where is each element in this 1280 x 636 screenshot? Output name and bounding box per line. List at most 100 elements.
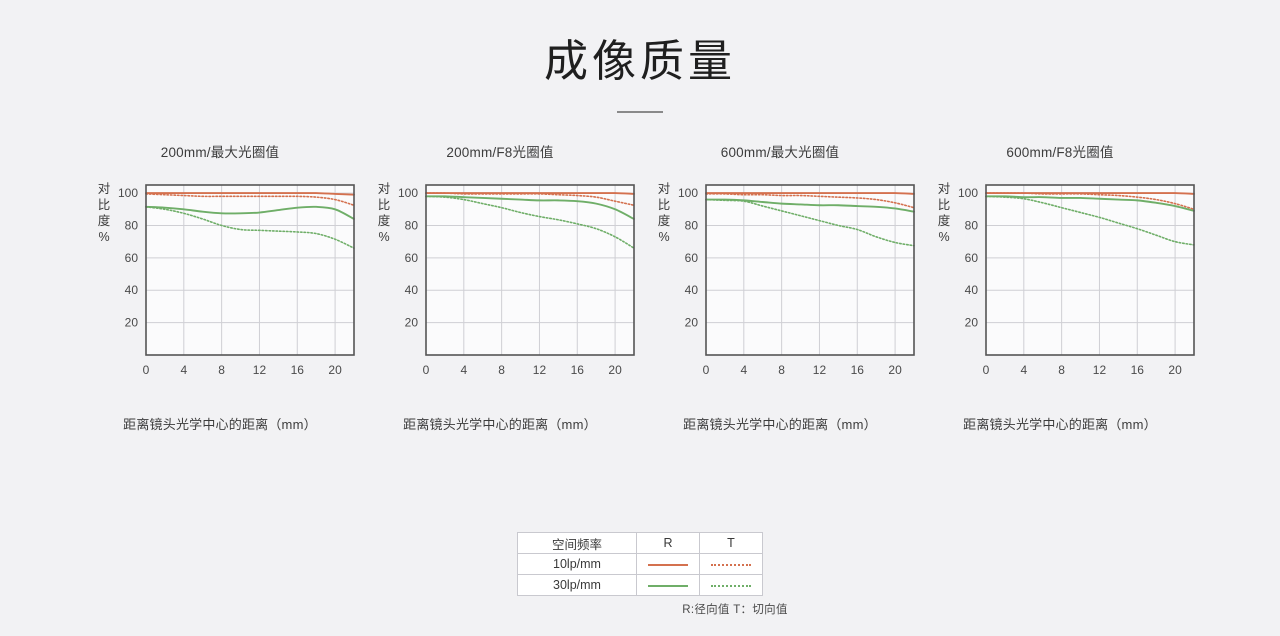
legend-swatch-10lpmm-r	[636, 553, 700, 575]
y-tick-label: 60	[125, 251, 139, 265]
x-axis-label: 距离镜头光学中心的距离（mm）	[683, 416, 877, 432]
x-tick-label: 4	[460, 363, 467, 377]
legend-header-t: T	[699, 532, 763, 554]
legend-row-30lpmm: 30lp/mm	[517, 574, 763, 596]
y-axis-label-char: 比	[938, 198, 951, 212]
solid-line-icon	[648, 563, 688, 566]
mtf-chart-svg: 20 40 60 80 100 0 4 8 12 16 20 对比度%	[378, 182, 635, 377]
solid-line-icon	[648, 584, 688, 587]
y-axis-label-char: 比	[658, 198, 671, 212]
chart-title: 600mm/最大光圈值	[720, 144, 840, 160]
y-tick-label: 40	[125, 283, 139, 297]
x-tick-label: 0	[143, 363, 150, 377]
y-axis-label-char: 度	[658, 213, 671, 228]
series-line	[145, 205, 355, 249]
mtf-chart-block-2: 200mm/F8光圈值 20 40 60 80 100 0 4 8 12 16 20 对比度% 距离镜头光…	[360, 141, 640, 433]
y-tick-label: 100	[958, 186, 978, 200]
x-tick-label: 8	[218, 363, 225, 377]
chart-plot-area: 20 40 60 80 100 0 4 8 12 16 20 对比度%	[360, 177, 640, 392]
y-tick-label: 100	[398, 186, 418, 200]
legend-swatch-30lpmm-r	[636, 574, 700, 596]
series-line	[145, 192, 355, 206]
x-tick-label: 16	[571, 363, 585, 377]
series-line	[705, 192, 915, 209]
series-line	[985, 195, 1195, 212]
x-tick-label: 8	[1058, 363, 1065, 377]
series-line	[425, 195, 635, 220]
mtf-chart-block-3: 600mm/最大光圈值 20 40 60 80 100 0 4 8 12 16 20 对比度% 距离镜头光…	[640, 141, 920, 433]
y-tick-label: 40	[685, 283, 699, 297]
x-tick-label: 0	[423, 363, 430, 377]
series-line	[145, 191, 355, 196]
x-axis-label: 距离镜头光学中心的距离（mm）	[123, 416, 317, 432]
x-tick-label: 8	[778, 363, 785, 377]
mtf-chart-block-1: 200mm/最大光圈值 20 40 60 80 100 0 4 8 12 16 20 对比度% 距离镜头光…	[80, 141, 360, 433]
chart-plot-area: 20 40 60 80 100 0 4 8 12 16 20 对比度%	[920, 177, 1200, 392]
mtf-charts-row: 200mm/最大光圈值 20 40 60 80 100 0 4 8 12 16 20 对比度% 距离镜头光…	[0, 141, 1280, 433]
x-tick-label: 12	[253, 363, 267, 377]
x-tick-label: 0	[703, 363, 710, 377]
y-axis-label-char: %	[98, 230, 109, 244]
series-line	[985, 195, 1195, 246]
legend-header-row: 空间频率 R T	[517, 532, 763, 554]
series-line	[425, 192, 635, 206]
y-tick-label: 80	[965, 218, 979, 232]
chart-title: 200mm/F8光圈值	[446, 144, 554, 160]
x-tick-label: 16	[1131, 363, 1145, 377]
series-line	[425, 195, 635, 249]
y-tick-label: 20	[405, 315, 419, 329]
y-tick-label: 60	[685, 251, 699, 265]
chart-title: 200mm/最大光圈值	[160, 144, 280, 160]
mtf-chart-svg: 20 40 60 80 100 0 4 8 12 16 20 对比度%	[658, 182, 915, 377]
legend-note: R:径向值 T：切向值	[682, 604, 788, 616]
y-axis-label-char: 比	[378, 198, 391, 212]
mtf-chart-svg: 20 40 60 80 100 0 4 8 12 16 20 对比度%	[938, 182, 1195, 377]
x-tick-label: 20	[1168, 363, 1182, 377]
y-tick-label: 60	[405, 251, 419, 265]
legend-row-10lpmm: 10lp/mm	[517, 553, 763, 575]
x-tick-label: 12	[1093, 363, 1107, 377]
x-tick-label: 4	[740, 363, 747, 377]
x-tick-label: 16	[851, 363, 865, 377]
legend-header-frequency: 空间频率	[517, 532, 637, 554]
y-tick-label: 80	[405, 218, 419, 232]
y-axis-label-char: 度	[98, 213, 111, 228]
chart-title: 600mm/F8光圈值	[1006, 144, 1114, 160]
legend-swatch-30lpmm-t	[699, 574, 763, 596]
legend-swatch-10lpmm-t	[699, 553, 763, 575]
x-tick-label: 12	[813, 363, 827, 377]
y-axis-label-char: %	[378, 230, 389, 244]
x-tick-label: 20	[608, 363, 622, 377]
series-line	[705, 198, 915, 247]
chart-plot-area: 20 40 60 80 100 0 4 8 12 16 20 对比度%	[640, 177, 920, 392]
y-tick-label: 100	[678, 186, 698, 200]
legend-table: 空间频率 R T 10lp/mm 30lp/mm	[517, 532, 763, 596]
y-axis-label-char: 度	[378, 213, 391, 228]
y-tick-label: 80	[125, 218, 139, 232]
x-tick-label: 4	[1020, 363, 1027, 377]
y-axis-label-char: 比	[98, 198, 111, 212]
chart-plot-area: 20 40 60 80 100 0 4 8 12 16 20 对比度%	[80, 177, 360, 392]
x-tick-label: 20	[328, 363, 342, 377]
mtf-chart-block-4: 600mm/F8光圈值 20 40 60 80 100 0 4 8 12 16 20 对比度% 距离镜头光…	[920, 141, 1200, 433]
x-tick-label: 8	[498, 363, 505, 377]
x-tick-label: 12	[533, 363, 547, 377]
y-axis-label-char: 对	[378, 182, 391, 196]
dotted-line-icon	[711, 563, 751, 566]
series-line	[705, 191, 915, 195]
y-axis-label-char: %	[938, 230, 949, 244]
mtf-chart-svg: 20 40 60 80 100 0 4 8 12 16 20 对比度%	[98, 182, 355, 377]
y-tick-label: 100	[118, 186, 138, 200]
series-line	[985, 192, 1195, 210]
y-axis-label-char: %	[658, 230, 669, 244]
y-tick-label: 20	[125, 315, 139, 329]
y-tick-label: 80	[685, 218, 699, 232]
legend-section: 空间频率 R T 10lp/mm 30lp/mm	[0, 532, 1280, 617]
y-tick-label: 60	[965, 251, 979, 265]
legend-label-10lpmm: 10lp/mm	[517, 553, 637, 575]
y-tick-label: 40	[405, 283, 419, 297]
series-line	[145, 205, 355, 220]
y-axis-label-char: 对	[98, 182, 111, 196]
y-axis-label-char: 对	[658, 182, 671, 196]
x-tick-label: 0	[983, 363, 990, 377]
